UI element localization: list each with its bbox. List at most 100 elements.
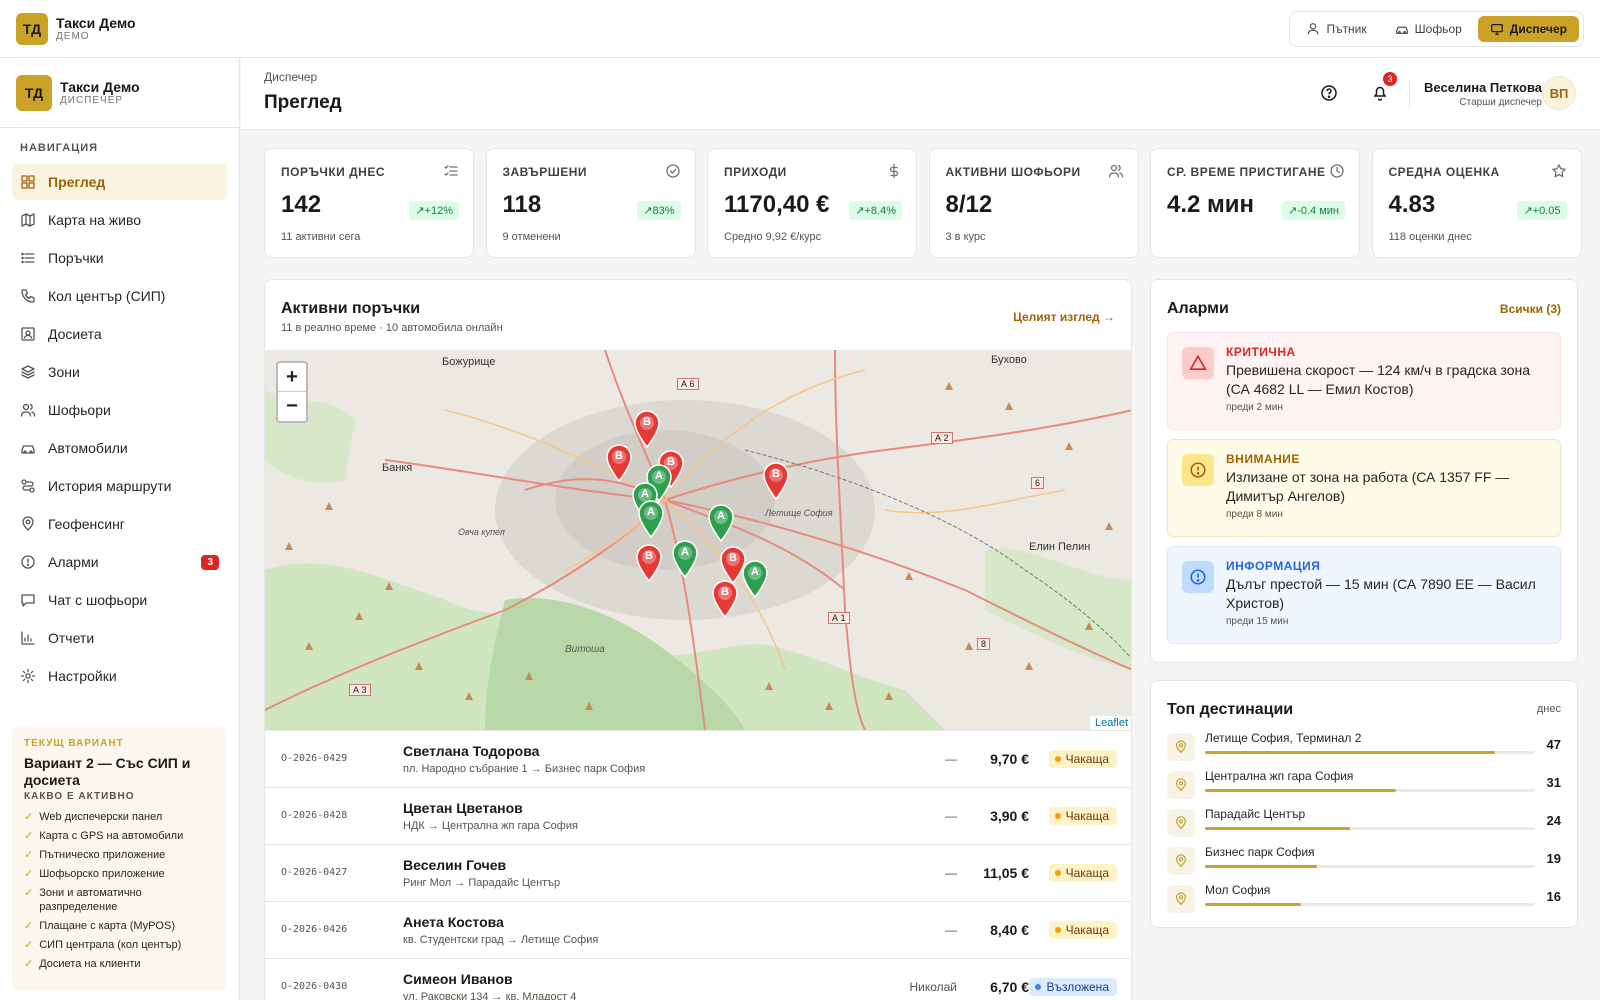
alarm-card[interactable]: КРИТИЧНА Превишена скорост — 124 км/ч в г…: [1167, 332, 1561, 430]
sidebar-item-1[interactable]: Карта на живо: [12, 202, 227, 238]
zoom-in-button[interactable]: +: [278, 363, 306, 392]
table-row[interactable]: O-2026-0429 Светлана Тодорова пл. Народно …: [265, 730, 1131, 787]
sidebar-item-6[interactable]: Шофьори: [12, 392, 227, 428]
customer-name: Анета Костова: [403, 914, 504, 930]
feature-label: Web диспечерски панел: [39, 811, 163, 823]
user-info[interactable]: Веселина Петкова Старши диспечер: [1409, 80, 1542, 108]
map-label: Витоша: [565, 644, 605, 655]
map-attribution[interactable]: Leaflet: [1089, 716, 1131, 730]
sidebar-item-label: Карта на живо: [48, 212, 142, 228]
full-view-link[interactable]: Целият изглед →: [1013, 310, 1115, 324]
destination-row[interactable]: Централна жп гара София 31: [1167, 769, 1561, 803]
dropoff-marker[interactable]: A: [637, 500, 665, 539]
roads: [265, 350, 1131, 730]
kpi-card[interactable]: ПРИХОДИ 1170,40 € ↗+8.4% Средно 9,92 €/курс: [707, 148, 917, 258]
bell-icon[interactable]: [1370, 83, 1390, 103]
kpi-value: 4.83: [1388, 191, 1436, 218]
table-row[interactable]: O-2026-0427 Веселин Гочев Ринг Мол → Парад…: [265, 844, 1131, 901]
kpi-card[interactable]: СР. ВРЕМЕ ПРИСТИГАНЕ 4.2 мин ↗-0.4 мин: [1150, 148, 1360, 258]
users-icon: [20, 403, 36, 417]
destination-row[interactable]: Бизнес парк София 19: [1167, 845, 1561, 879]
alarms-panel: Аларми Всички (3) КРИТИЧНА Превишена скор…: [1150, 279, 1578, 663]
table-row[interactable]: O-2026-0428 Цветан Цветанов НДК → Централн…: [265, 787, 1131, 844]
pickup-marker[interactable]: B: [762, 462, 790, 501]
status-dot: [1054, 927, 1061, 933]
live-map[interactable]: Божурище Бухово Банкя Елин Пелин Летище …: [265, 350, 1131, 730]
marker-pin-icon: [636, 544, 662, 583]
kpi-card[interactable]: АКТИВНИ ШОФЬОРИ 8/12 3 в курс: [928, 148, 1139, 258]
top-destinations-panel: Топ дестинации днес Летище София, Термин…: [1150, 680, 1578, 928]
sidebar-item-8[interactable]: История маршрути: [12, 468, 227, 504]
sidebar-item-label: Кол център (СИП): [48, 288, 166, 304]
alarm-card[interactable]: ВНИМАНИЕ Излизане от зона на работа (СА 1…: [1167, 439, 1561, 537]
kpi-delta: ↗+0.05: [1517, 201, 1567, 220]
role-passenger-button[interactable]: Пътник: [1294, 16, 1378, 42]
role-dispatcher-button[interactable]: Диспечер: [1477, 15, 1579, 42]
sidebar-item-5[interactable]: Зони: [12, 354, 227, 390]
destination-bar: [1205, 751, 1535, 754]
sidebar-item-3[interactable]: Кол център (СИП): [12, 278, 227, 314]
destination-row[interactable]: Мол София 16: [1167, 883, 1561, 917]
destination-row[interactable]: Летище София, Терминал 2 47: [1167, 731, 1561, 765]
sidebar-item-4[interactable]: Досиета: [12, 316, 227, 352]
kpi-card[interactable]: ЗАВЪРШЕНИ 118 ↗83% 9 отменени: [485, 148, 696, 258]
dropoff-marker[interactable]: A: [707, 504, 735, 543]
zoom-out-button[interactable]: −: [286, 395, 298, 417]
star-icon: [1551, 164, 1566, 178]
breadcrumb[interactable]: Диспечер: [264, 70, 318, 84]
feature-item: ✓ Плащане с карта (MyPOS): [24, 919, 214, 933]
alert-circle-icon: [21, 555, 35, 569]
sidebar-item-2[interactable]: Поръчки: [12, 240, 227, 276]
table-row[interactable]: O-2026-0426 Анета Костова кв. Студентски г…: [265, 901, 1131, 958]
pickup-marker[interactable]: B: [711, 580, 739, 619]
order-id: O-2026-0426: [281, 924, 348, 935]
vitosha-area: [485, 598, 745, 730]
help-icon[interactable]: [1319, 83, 1339, 103]
feature-label: СИП централа (кол център): [39, 939, 182, 951]
dropoff-marker[interactable]: A: [671, 540, 699, 579]
alarm-card[interactable]: ИНФОРМАЦИЯ Дълъг престой — 15 мин (СА 789…: [1167, 546, 1561, 644]
pickup-marker[interactable]: B: [635, 544, 663, 583]
pickup-marker[interactable]: B: [633, 410, 661, 449]
marker-pin-icon: [708, 504, 734, 543]
user-role: Старши диспечер: [1459, 97, 1542, 108]
pickup-marker[interactable]: B: [719, 546, 747, 585]
nav-list: Преглед Карта на живо Поръчки Кол център (С…: [0, 164, 239, 694]
destination-name: Бизнес парк София: [1205, 845, 1315, 859]
sidebar-item-10[interactable]: Аларми 3: [12, 544, 227, 580]
marker-pin-icon: [712, 580, 738, 619]
table-row[interactable]: O-2026-0430 Симеон Иванов ул. Раковски 134…: [265, 958, 1131, 1000]
trend-up-icon: ↗: [1287, 205, 1298, 217]
sidebar-item-0[interactable]: Преглед: [12, 164, 227, 200]
sidebar-item-9[interactable]: Геофенсинг: [12, 506, 227, 542]
destination-name: Летище София, Терминал 2: [1205, 731, 1362, 745]
marker-letter: B: [721, 586, 729, 598]
pickup-marker[interactable]: B: [605, 444, 633, 483]
alarm-icon-box: [1182, 454, 1214, 486]
kpi-card[interactable]: СРЕДНА ОЦЕНКА 4.83 ↗+0.05 118 оценки днес: [1371, 148, 1582, 258]
destination-count: 19: [1546, 851, 1561, 866]
feature-label: Шофьорско приложение: [39, 868, 165, 880]
route-icon: [21, 479, 35, 493]
dropoff-marker[interactable]: A: [741, 560, 769, 599]
destination-row[interactable]: Парадайс Център 24: [1167, 807, 1561, 841]
pin-icon: [1176, 740, 1186, 754]
all-alarms-link[interactable]: Всички (3): [1499, 302, 1561, 316]
sidebar-item-12[interactable]: Отчети: [12, 620, 227, 656]
alarm-time: преди 15 мин: [1226, 616, 1289, 627]
destination-bar: [1205, 865, 1535, 868]
users-icon: [1108, 164, 1123, 178]
kpi-title: ПРИХОДИ: [724, 165, 787, 179]
trend-up-icon: ↗: [1523, 205, 1533, 217]
sidebar-item-7[interactable]: Автомобили: [12, 430, 227, 466]
status-label: Чакаща: [1065, 923, 1109, 937]
kpi-title: СР. ВРЕМЕ ПРИСТИГАНЕ: [1167, 165, 1326, 179]
sidebar-item-11[interactable]: Чат с шофьори: [12, 582, 227, 618]
role-driver-button[interactable]: Шофьор: [1383, 16, 1474, 42]
avatar[interactable]: ВП: [1542, 76, 1576, 110]
kpi-card[interactable]: ПОРЪЧКИ ДНЕС 142 ↗+12% 11 активни сега: [264, 148, 474, 258]
destination-count: 24: [1546, 813, 1561, 828]
sidebar-item-13[interactable]: Настройки: [12, 658, 227, 694]
variant-title: Вариант 2 — Със СИП и досиета: [24, 755, 191, 788]
kpi-delta: ↗83%: [637, 201, 681, 220]
